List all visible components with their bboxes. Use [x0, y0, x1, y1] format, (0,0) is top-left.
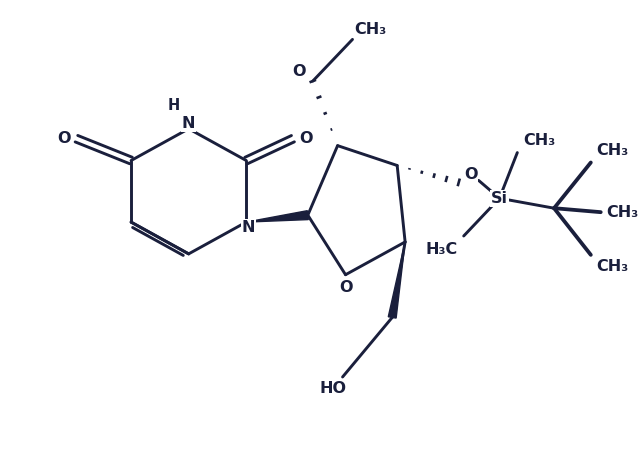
Text: H₃C: H₃C [426, 243, 458, 258]
Text: O: O [339, 280, 352, 295]
Text: O: O [292, 63, 306, 78]
Polygon shape [388, 242, 405, 318]
Text: O: O [299, 131, 312, 146]
Text: H: H [168, 98, 180, 113]
Text: HO: HO [319, 382, 346, 396]
Text: Si: Si [491, 191, 508, 206]
Text: N: N [182, 116, 195, 131]
Text: CH₃: CH₃ [596, 143, 628, 158]
Text: CH₃: CH₃ [523, 133, 556, 148]
Text: CH₃: CH₃ [355, 22, 387, 37]
Text: O: O [464, 167, 477, 182]
Text: N: N [241, 219, 255, 235]
Polygon shape [246, 211, 308, 222]
Text: O: O [57, 131, 70, 146]
Text: CH₃: CH₃ [607, 204, 639, 219]
Text: CH₃: CH₃ [596, 259, 628, 274]
